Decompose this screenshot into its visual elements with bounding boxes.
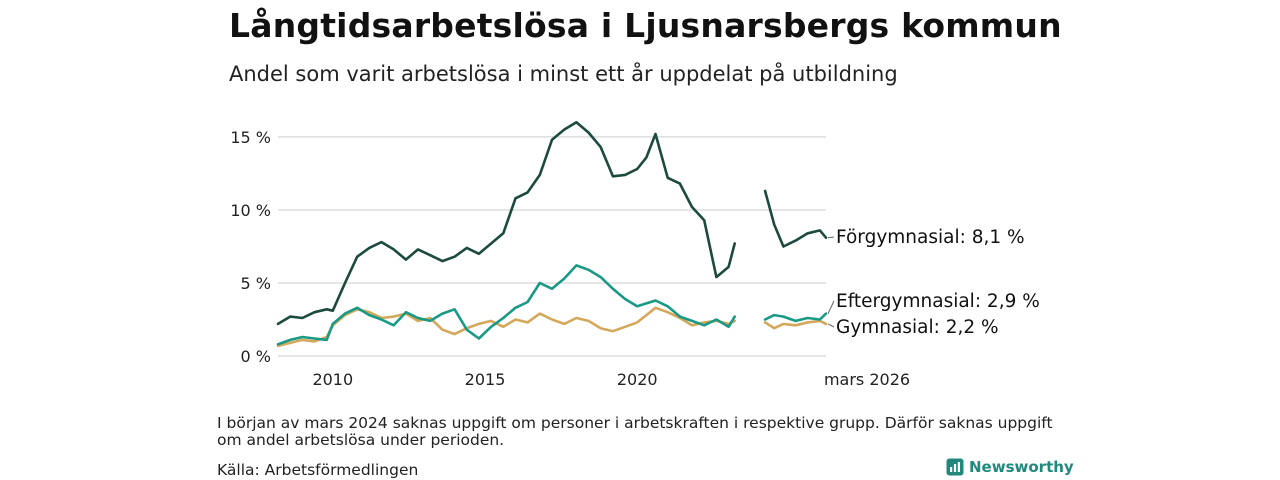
- chart-title: Långtidsarbetslösa i Ljusnarsbergs kommu…: [229, 6, 1062, 45]
- x-tick-label: 2015: [465, 370, 506, 389]
- label-connector: [827, 236, 835, 239]
- series-line-gymnasial-2: [763, 319, 828, 330]
- series-line-forgymnasial-2: [763, 189, 828, 248]
- y-tick-label: 15 %: [230, 128, 271, 147]
- brand-name: Newsworthy: [969, 458, 1074, 476]
- y-tick-label: 10 %: [230, 201, 271, 220]
- series-end-label-gymnasial: Gymnasial: 2,2 %: [836, 317, 999, 338]
- y-tick-label: 5 %: [241, 274, 271, 293]
- footnote: I början av mars 2024 saknas uppgift om …: [217, 414, 1053, 449]
- bar-chart-icon: [946, 458, 964, 476]
- series-line-gymnasial-1: [276, 306, 736, 348]
- series-end-label-eftergymnasial: Eftergymnasial: 2,9 %: [836, 291, 1040, 312]
- source-text: Källa: Arbetsförmedlingen: [217, 461, 419, 479]
- series-line-forgymnasial-1: [276, 121, 736, 326]
- series-line-eftergymnasial-2: [763, 312, 828, 323]
- y-tick-label: 0 %: [241, 347, 271, 366]
- series-line-eftergymnasial-1: [276, 264, 736, 346]
- brand-logo: Newsworthy: [946, 458, 1074, 476]
- chart-subtitle: Andel som varit arbetslösa i minst ett å…: [229, 62, 898, 86]
- label-connector: [827, 300, 835, 314]
- label-connector: [827, 323, 835, 328]
- x-tick-label: 2020: [617, 370, 658, 389]
- line-chart: 0 % 5 % 10 % 15 % 2010 2015 2020 mars 2026 Förg…: [230, 121, 1040, 389]
- x-tick-label: mars 2026: [824, 370, 910, 389]
- x-tick-label: 2010: [312, 370, 353, 389]
- series-end-label-forgymnasial: Förgymnasial: 8,1 %: [836, 227, 1025, 248]
